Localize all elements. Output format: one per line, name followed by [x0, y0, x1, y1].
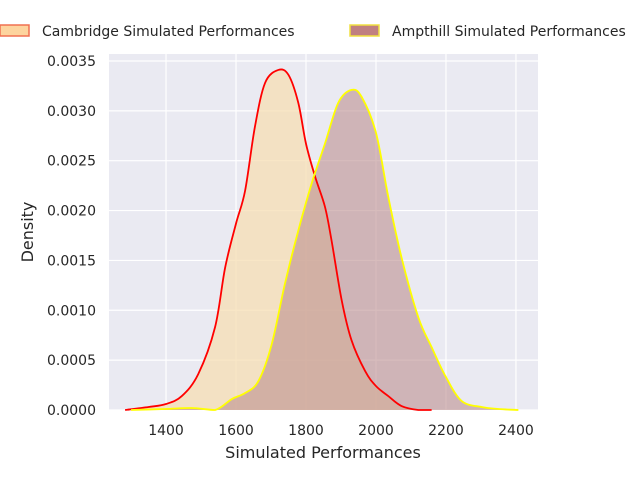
legend: Cambridge Simulated Performances Ampthil…: [0, 24, 626, 40]
x-tick-label: 2200: [428, 423, 464, 439]
y-tick-label: 0.0030: [47, 104, 96, 120]
legend-swatch-cambridge: [0, 24, 30, 37]
x-tick-label: 2400: [498, 423, 534, 439]
tick-labels: 1400 1600 1800 2000 2200 2400 0.0000 0.0005 0.00…: [47, 54, 534, 439]
cambridge-density-fill: [125, 69, 432, 410]
y-tick-label: 0.0020: [47, 204, 96, 220]
x-tick-label: 1800: [288, 423, 324, 439]
y-tick-label: 0.0035: [47, 54, 96, 70]
legend-label-ampthill: Ampthill Simulated Performances: [392, 24, 626, 40]
x-tick-label: 1400: [148, 423, 184, 439]
x-tick-label: 1600: [218, 423, 254, 439]
y-axis-label: Density: [18, 202, 37, 263]
series-layer: [124, 68, 519, 411]
ampthill-density-line: [131, 88, 519, 411]
y-tick-label: 0.0000: [47, 403, 96, 419]
x-axis-label: Simulated Performances: [225, 443, 421, 462]
y-tick-label: 0.0015: [47, 253, 96, 269]
y-tick-label: 0.0005: [47, 353, 96, 369]
cambridge-density-line: [124, 68, 432, 411]
x-tick-label: 2000: [358, 423, 394, 439]
y-tick-label: 0.0025: [47, 154, 96, 170]
legend-swatch-ampthill: [349, 24, 380, 37]
legend-label-cambridge: Cambridge Simulated Performances: [42, 24, 295, 40]
ampthill-density-fill: [131, 89, 519, 411]
y-tick-label: 0.0010: [47, 303, 96, 319]
